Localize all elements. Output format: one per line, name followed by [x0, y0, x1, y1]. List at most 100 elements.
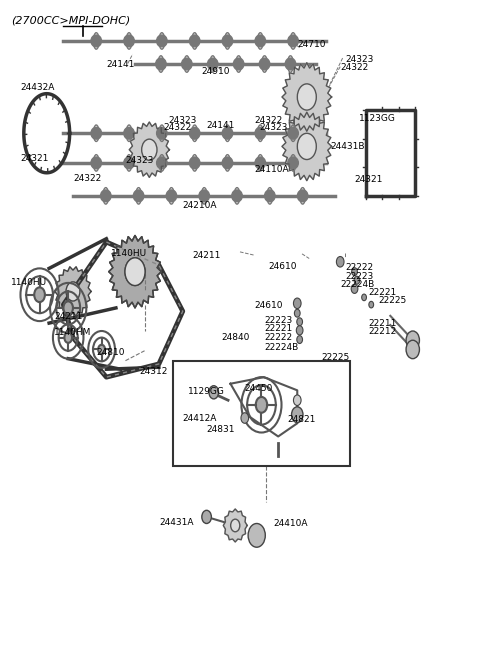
Polygon shape [129, 122, 169, 177]
Text: 24322: 24322 [73, 173, 101, 183]
Ellipse shape [100, 190, 111, 202]
Ellipse shape [233, 58, 244, 70]
Circle shape [256, 397, 267, 412]
Circle shape [297, 84, 316, 110]
Circle shape [362, 294, 366, 301]
Text: 24431B: 24431B [331, 142, 365, 151]
Text: 24141: 24141 [206, 121, 235, 130]
Text: 1140HM: 1140HM [54, 328, 91, 338]
Text: 24610: 24610 [254, 301, 283, 310]
Polygon shape [109, 236, 161, 308]
Circle shape [241, 412, 249, 423]
Text: 24323: 24323 [125, 156, 154, 166]
Circle shape [406, 331, 420, 350]
Text: 22222: 22222 [345, 263, 373, 272]
Text: 24432A: 24432A [21, 83, 55, 91]
Ellipse shape [199, 190, 209, 202]
Text: 24141: 24141 [107, 60, 135, 68]
Text: 24312: 24312 [140, 367, 168, 377]
Text: 24323: 24323 [345, 55, 373, 64]
Text: 1140HU: 1140HU [111, 250, 147, 258]
Circle shape [336, 256, 344, 267]
Text: 24610: 24610 [269, 262, 297, 271]
Text: 22225: 22225 [321, 353, 349, 362]
Circle shape [293, 298, 301, 308]
Ellipse shape [288, 35, 299, 47]
Text: 24210A: 24210A [183, 201, 217, 211]
Ellipse shape [190, 157, 200, 169]
Ellipse shape [259, 58, 270, 70]
Text: 24322: 24322 [340, 63, 369, 71]
Polygon shape [223, 509, 247, 542]
Circle shape [354, 276, 360, 284]
Text: 22222: 22222 [264, 333, 292, 342]
Polygon shape [109, 236, 161, 308]
Circle shape [64, 332, 72, 343]
Ellipse shape [255, 35, 265, 47]
Text: 22223: 22223 [345, 272, 373, 281]
Ellipse shape [181, 58, 192, 70]
Polygon shape [282, 63, 332, 131]
Text: 24321: 24321 [21, 154, 49, 163]
Text: 1123GG: 1123GG [360, 115, 396, 123]
Ellipse shape [232, 190, 242, 202]
Circle shape [125, 258, 145, 285]
Circle shape [293, 395, 301, 406]
Ellipse shape [298, 190, 308, 202]
Circle shape [63, 301, 73, 314]
Circle shape [142, 139, 157, 160]
Text: 24410A: 24410A [274, 519, 308, 528]
Ellipse shape [222, 35, 233, 47]
Circle shape [125, 258, 145, 285]
Text: 24211: 24211 [54, 312, 82, 321]
Ellipse shape [190, 35, 200, 47]
Text: 1140HU: 1140HU [11, 279, 47, 287]
Ellipse shape [255, 127, 265, 139]
Ellipse shape [222, 157, 233, 169]
Ellipse shape [91, 127, 101, 139]
Text: 22224B: 22224B [264, 343, 298, 352]
Text: 24321: 24321 [355, 175, 383, 184]
Text: 24450: 24450 [245, 384, 273, 393]
Circle shape [294, 309, 300, 317]
Circle shape [209, 386, 218, 399]
Circle shape [296, 326, 303, 335]
Circle shape [369, 301, 373, 308]
Ellipse shape [124, 157, 134, 169]
Ellipse shape [124, 35, 134, 47]
Text: 22221: 22221 [369, 288, 397, 297]
Bar [173, 361, 350, 466]
Text: 24431A: 24431A [159, 518, 193, 527]
Circle shape [297, 133, 316, 160]
Text: 24821: 24821 [288, 416, 316, 424]
Text: 24831: 24831 [206, 426, 235, 434]
Text: 22211: 22211 [369, 318, 397, 328]
Text: 24323: 24323 [168, 116, 197, 124]
Text: (2700CC>MPI-DOHC): (2700CC>MPI-DOHC) [11, 16, 130, 26]
Circle shape [202, 510, 211, 524]
Text: 22223: 22223 [264, 316, 292, 325]
Circle shape [297, 318, 302, 326]
Ellipse shape [156, 157, 167, 169]
Text: 22225: 22225 [378, 296, 407, 305]
Text: 24710: 24710 [297, 40, 326, 49]
Polygon shape [55, 267, 91, 316]
Text: 24211: 24211 [192, 252, 221, 260]
Text: 24910: 24910 [202, 68, 230, 76]
Ellipse shape [133, 190, 144, 202]
Circle shape [34, 287, 45, 302]
Text: 24840: 24840 [221, 333, 249, 342]
Ellipse shape [156, 35, 167, 47]
Circle shape [248, 524, 265, 547]
Ellipse shape [190, 127, 200, 139]
Polygon shape [282, 112, 332, 181]
Text: 22221: 22221 [264, 324, 292, 333]
Text: 24110A: 24110A [254, 165, 289, 174]
Circle shape [98, 345, 105, 354]
Text: 1129GG: 1129GG [188, 387, 224, 396]
Ellipse shape [91, 35, 101, 47]
Ellipse shape [222, 127, 233, 139]
Ellipse shape [207, 58, 218, 70]
Ellipse shape [124, 127, 134, 139]
Ellipse shape [91, 157, 101, 169]
